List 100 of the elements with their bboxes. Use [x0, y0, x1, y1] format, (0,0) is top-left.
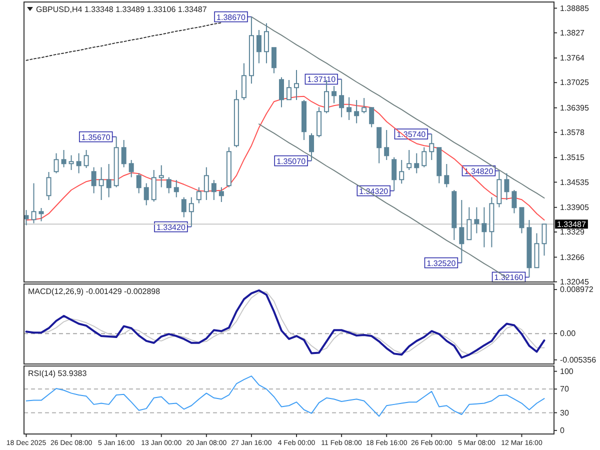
candlestick	[278, 76, 284, 108]
candlestick	[369, 106, 374, 128]
candlestick	[376, 126, 382, 164]
y-tick-label: 1.34535	[560, 178, 590, 187]
y-tick-label: 70	[560, 384, 570, 394]
y-tick-label: 1.3329	[560, 228, 586, 237]
y-tick-label: 1.3764	[560, 54, 586, 63]
candlestick	[226, 146, 232, 188]
candlestick	[332, 86, 337, 104]
candlestick	[46, 172, 52, 200]
annotation: 1.37110	[307, 75, 336, 84]
candlestick	[406, 150, 412, 170]
candlestick	[384, 130, 390, 160]
candlestick	[422, 146, 427, 168]
candlestick	[526, 220, 532, 278]
candlestick	[188, 196, 194, 228]
candlestick	[98, 166, 104, 200]
candlestick	[24, 210, 29, 226]
candlestick	[114, 136, 119, 188]
y-tick-label: 1.38885	[560, 4, 590, 13]
y-tick-label: 0	[560, 426, 565, 436]
candlestick	[264, 22, 269, 64]
candlestick	[512, 190, 517, 214]
y-tick-label: 1.37025	[560, 78, 590, 88]
candlestick	[106, 164, 112, 198]
candlestick	[91, 166, 96, 194]
candlestick	[392, 156, 397, 192]
candlestick	[286, 80, 292, 100]
ref-line-label: 1.33487	[557, 220, 586, 230]
annotation: 1.32520	[426, 258, 456, 268]
line-series	[26, 96, 545, 220]
candlestick	[218, 186, 224, 202]
candlestick	[181, 196, 186, 218]
candlestick	[496, 170, 502, 208]
candlestick	[429, 134, 434, 160]
annotation: 1.38670	[216, 12, 246, 22]
annotation: 1.35070	[276, 156, 306, 166]
candlestick	[241, 62, 246, 100]
candlestick	[542, 224, 547, 256]
y-tick-label: 1.3515	[560, 153, 586, 162]
y-tick-label: -0.005356	[560, 355, 597, 364]
annotation: 1.33420	[156, 222, 186, 232]
candlestick	[294, 70, 300, 100]
candlestick	[459, 200, 464, 264]
y-tick-label: 1.36395	[560, 103, 590, 112]
candlestick	[436, 146, 442, 184]
chart-title: GBPUSD,H4 1.33348 1.33489 1.33106 1.33487	[36, 5, 208, 14]
y-tick-label: 1.3266	[560, 252, 586, 262]
y-tick-label: 30	[560, 408, 570, 418]
candlestick	[211, 180, 216, 200]
candlestick	[68, 154, 74, 170]
candlestick	[271, 46, 276, 74]
candlestick	[151, 170, 156, 202]
candlestick	[76, 152, 82, 174]
candlestick	[174, 180, 179, 198]
candlestick	[362, 98, 367, 114]
candlestick	[474, 206, 480, 234]
candlestick	[452, 190, 457, 240]
y-tick-label: 1.3827	[560, 28, 586, 38]
candlestick	[534, 232, 540, 268]
candlestick	[121, 140, 126, 168]
candlestick	[504, 172, 510, 200]
candlestick	[84, 150, 89, 168]
y-tick-label: 1.32045	[560, 277, 590, 286]
candlestick	[166, 176, 172, 194]
candlestick	[444, 164, 450, 188]
candlestick	[38, 208, 44, 222]
candlestick	[346, 96, 352, 120]
candlestick	[519, 206, 524, 234]
candlestick	[248, 16, 254, 84]
candlestick	[489, 196, 494, 248]
y-tick-label: 100	[560, 366, 574, 376]
candlestick	[61, 150, 66, 168]
candlestick	[234, 90, 239, 148]
candlestick	[302, 100, 307, 140]
candlestick	[316, 106, 322, 138]
candlestick	[54, 152, 59, 174]
candlestick	[339, 78, 344, 118]
candlestick	[204, 166, 209, 200]
candlestick	[414, 152, 420, 174]
y-tick-label: 0.008972	[560, 285, 594, 294]
annotation: 1.35670	[81, 132, 111, 142]
y-tick-label: 0.00	[560, 329, 576, 338]
y-tick-label: 1.33905	[560, 202, 590, 212]
line-series	[250, 16, 545, 198]
candlestick	[31, 182, 36, 224]
chart-title: MACD(12,26,9) -0.001429 -0.002898	[28, 287, 161, 296]
candlestick	[136, 172, 142, 194]
candlestick	[128, 160, 134, 178]
candlestick	[399, 160, 404, 184]
y-tick-label: 1.3578	[560, 128, 586, 137]
candlestick	[482, 206, 487, 248]
chart-title: RSI(14) 53.9383	[28, 369, 88, 378]
candlestick	[196, 186, 202, 204]
candlestick	[309, 132, 314, 162]
candlestick	[466, 206, 472, 240]
candlestick	[144, 182, 149, 206]
candlestick	[256, 30, 262, 64]
candlestick	[158, 164, 164, 188]
candlestick	[354, 100, 360, 124]
